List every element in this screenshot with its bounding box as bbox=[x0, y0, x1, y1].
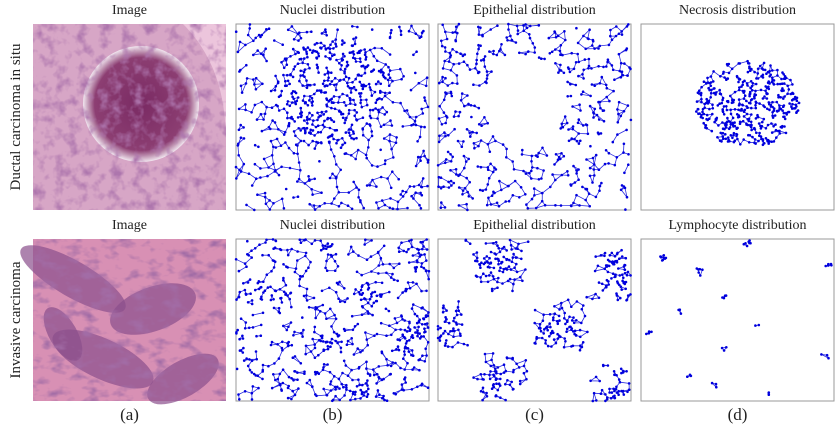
graph-nodes bbox=[234, 23, 430, 212]
subfigure-label: (d) bbox=[728, 405, 748, 424]
panel-title: Epithelial distribution bbox=[473, 218, 596, 233]
panel-title: Image bbox=[112, 3, 147, 18]
panel-title: Epithelial distribution bbox=[473, 3, 596, 18]
panel-title: Necrosis distribution bbox=[679, 3, 796, 18]
row-label: Ductal carcinoma in situ bbox=[8, 43, 24, 191]
panel-title: Nuclei distribution bbox=[280, 218, 385, 233]
panel-frame bbox=[235, 23, 430, 211]
subfigure-label: (b) bbox=[323, 405, 343, 424]
graph-nodes bbox=[695, 59, 801, 147]
graph-nodes bbox=[436, 238, 632, 403]
panel bbox=[234, 238, 431, 403]
panel bbox=[33, 24, 226, 210]
panel-frame bbox=[640, 238, 835, 402]
subfigure-label: (c) bbox=[525, 405, 544, 424]
panel bbox=[436, 22, 633, 212]
panel-title: Lymphocyte distribution bbox=[668, 218, 806, 233]
panel bbox=[234, 23, 430, 212]
subfigure-label: (a) bbox=[120, 405, 139, 424]
graph-nodes bbox=[645, 239, 833, 396]
panel-title: Image bbox=[112, 218, 147, 233]
panel bbox=[640, 238, 835, 402]
row-label: Invasive carcinoma bbox=[8, 261, 24, 378]
panel bbox=[20, 239, 226, 405]
tissue-texture bbox=[33, 239, 226, 401]
tissue-texture bbox=[33, 24, 226, 210]
panel bbox=[436, 238, 632, 403]
panel-title: Nuclei distribution bbox=[280, 3, 385, 18]
graph-nodes bbox=[234, 238, 431, 403]
graph-nodes bbox=[436, 22, 633, 212]
panel bbox=[640, 23, 835, 211]
panel-frame bbox=[437, 238, 632, 402]
